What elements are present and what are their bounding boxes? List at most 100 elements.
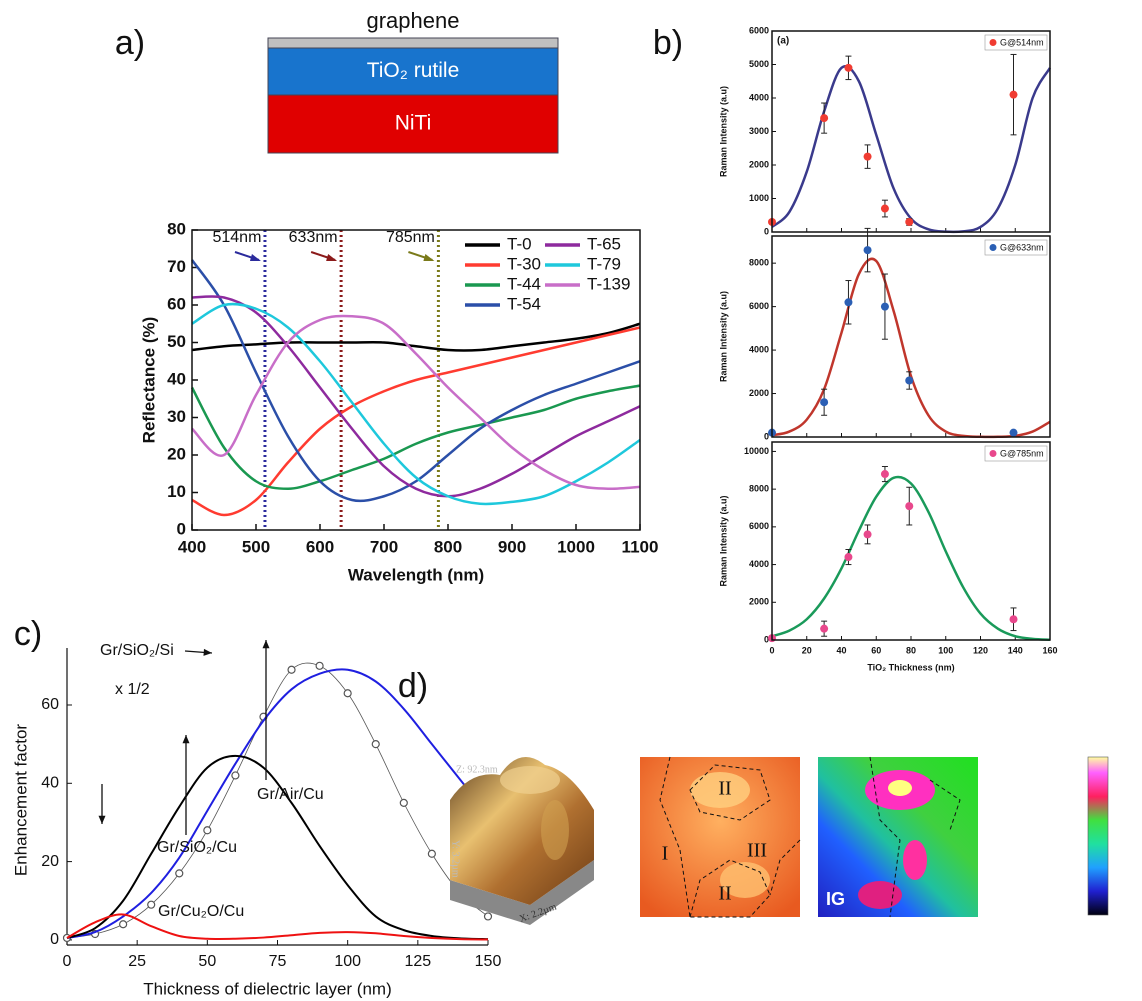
map-hotspot xyxy=(690,772,750,808)
fit-line xyxy=(771,257,1051,439)
x-axis-title: Thickness of dielectric layer (nm) xyxy=(143,979,391,998)
data-point xyxy=(844,298,853,307)
y-tick-label: 0 xyxy=(764,634,769,644)
x-tick-label: 60 xyxy=(871,645,881,655)
plot-frame xyxy=(771,30,1051,233)
data-point xyxy=(863,246,872,255)
legend-label: G@514nm xyxy=(1000,37,1044,47)
plot-frame xyxy=(771,235,1051,438)
legend-marker xyxy=(989,244,997,251)
y-tick-label: 80 xyxy=(167,219,186,238)
region-label: II xyxy=(718,883,731,905)
legend-label: T-30 xyxy=(507,254,541,273)
region-outline xyxy=(869,756,961,918)
y-tick-label: 6000 xyxy=(749,521,769,531)
map-label: IG xyxy=(826,889,845,909)
y-tick-label: 0 xyxy=(764,226,769,236)
region-outline xyxy=(769,839,801,896)
y-axis-title: Enhancement factor xyxy=(11,724,30,876)
x-tick-label: 80 xyxy=(906,645,916,655)
colorbar xyxy=(1087,756,1109,916)
legend-marker xyxy=(989,450,997,457)
series-annotation: Gr/Cu₂O/Cu xyxy=(158,903,244,920)
layer-label: graphene xyxy=(367,8,460,33)
legend-box xyxy=(984,445,1048,462)
series-annotation: Gr/SiO₂/Cu xyxy=(157,839,237,856)
y-tick-label: 4000 xyxy=(749,92,769,102)
data-point xyxy=(343,689,352,698)
x-tick-label: 0 xyxy=(769,645,774,655)
legend-label: G@633nm xyxy=(1000,242,1044,252)
arrowhead xyxy=(182,735,190,744)
data-point xyxy=(1009,428,1018,437)
x-tick-label: 125 xyxy=(404,953,431,970)
y-tick-label: 40 xyxy=(167,369,186,388)
y-tick-label: 2000 xyxy=(749,388,769,398)
legend-label: T-139 xyxy=(587,274,630,293)
data-point xyxy=(905,217,914,226)
x-tick-label: 600 xyxy=(306,537,334,556)
data-point xyxy=(175,869,184,878)
y-tick-label: 2000 xyxy=(749,597,769,607)
region-label: II xyxy=(718,778,731,800)
region-outline xyxy=(689,859,771,918)
data-point xyxy=(880,470,889,479)
y-tick-label: 1000 xyxy=(749,193,769,203)
layer-label: TiO₂ rutile xyxy=(367,59,460,82)
panel-label: c) xyxy=(14,615,42,653)
marker-label: 514nm xyxy=(212,229,261,246)
afm-ridge xyxy=(541,800,569,860)
data-point xyxy=(399,798,408,807)
y-tick-label: 0 xyxy=(177,519,186,538)
x-tick-label: 120 xyxy=(973,645,988,655)
data-line xyxy=(66,668,489,939)
afm-surface xyxy=(450,757,594,905)
y-tick-label: 20 xyxy=(167,444,186,463)
map-hotspot xyxy=(903,840,927,880)
afm-ridge xyxy=(500,766,560,794)
legend-label: T-54 xyxy=(507,294,541,313)
marker-label: 633nm xyxy=(289,229,338,246)
y-axis-title: Raman Intensity (a.u) xyxy=(718,291,728,382)
fit-line xyxy=(771,475,1051,641)
panel-label: d) xyxy=(398,667,428,705)
y-tick-label: 4000 xyxy=(749,559,769,569)
series-annotation: Gr/SiO₂/Si xyxy=(100,642,174,659)
x-tick-label: 100 xyxy=(938,645,953,655)
data-point xyxy=(483,912,493,921)
data-point xyxy=(844,553,853,562)
series-annotation: Gr/Air/Cu xyxy=(257,786,324,803)
x-tick-label: 150 xyxy=(475,953,502,970)
x-tick-label: 1000 xyxy=(557,537,595,556)
layer xyxy=(267,37,559,49)
region-outline xyxy=(659,756,691,918)
data-point xyxy=(820,114,829,123)
fit-line xyxy=(771,65,1052,234)
x-tick-label: 100 xyxy=(334,953,361,970)
marker-arrowhead xyxy=(423,254,435,261)
data-line xyxy=(191,302,641,506)
data-line xyxy=(191,326,641,517)
data-point xyxy=(820,624,829,633)
x-tick-label: 1100 xyxy=(622,537,659,556)
map-hotspot xyxy=(858,881,902,909)
panel-label: a) xyxy=(115,24,145,62)
data-line xyxy=(191,295,641,498)
legend-label: T-0 xyxy=(507,234,532,253)
layer xyxy=(267,47,559,96)
data-point xyxy=(863,152,872,161)
x-tick-label: 25 xyxy=(128,953,146,970)
data-point xyxy=(1009,90,1018,99)
data-point xyxy=(147,900,156,909)
data-point xyxy=(203,826,212,835)
data-point xyxy=(371,740,380,749)
data-line xyxy=(190,384,641,491)
legend-label: G@785nm xyxy=(1000,448,1044,458)
legend-label: T-79 xyxy=(587,254,621,273)
x-tick-label: 800 xyxy=(434,537,462,556)
region-label: I xyxy=(662,843,669,865)
afm-axis-label: Y: 3.2µm xyxy=(450,840,461,878)
data-point xyxy=(844,63,853,72)
y-tick-label: 8000 xyxy=(749,258,769,268)
